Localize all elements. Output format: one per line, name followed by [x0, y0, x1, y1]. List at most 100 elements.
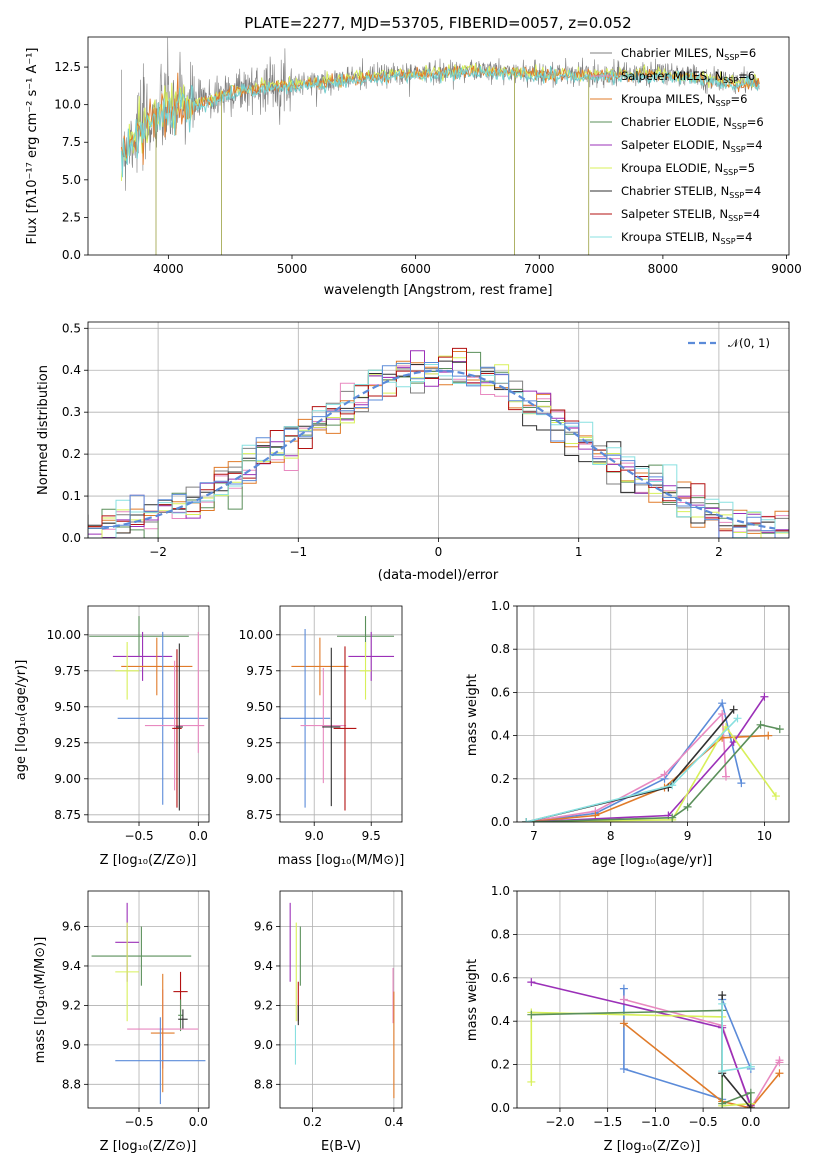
series-marker	[619, 1064, 628, 1073]
age_vs_Z-ytick-label: 9.50	[54, 700, 81, 714]
massweight_vs_Z-xtick-label: −2.0	[545, 1115, 574, 1129]
spectrum-xtick-label: 6000	[400, 262, 431, 276]
legend-entry: Chabrier MILES, NSSP=6	[621, 46, 756, 62]
age-mass-xlabel: mass [log₁₀(M/M⊙)]	[278, 853, 405, 868]
series-line	[721, 995, 752, 1108]
series-marker	[619, 1019, 628, 1028]
mw-age-xlabel: age [log₁₀(age/yr)]	[592, 853, 713, 868]
massweight_vs_Z-ytick-label: 1.0	[491, 884, 510, 898]
residuals-ytick-label: 0.3	[62, 405, 81, 419]
series-marker	[527, 1010, 536, 1019]
massweight_vs_Z-lines	[527, 978, 784, 1108]
series-marker	[668, 781, 677, 790]
spectrum-ylabel: Flux [fλ10⁻¹⁷ erg cm⁻² s⁻¹ A⁻¹]	[25, 48, 40, 245]
series-marker	[771, 792, 780, 801]
massweight_vs_age-ytick-label: 0.6	[491, 685, 510, 699]
residuals-xtick-label: 2	[715, 545, 723, 559]
residual-steps	[88, 347, 789, 538]
massweight_vs_Z-ytick-label: 0.2	[491, 1058, 510, 1072]
mw-z-xlabel: Z [log₁₀(Z/Z⊙)]	[604, 1139, 701, 1154]
massweight_vs_Z-axes	[513, 890, 789, 1112]
series-line	[526, 725, 777, 822]
massweight_vs_Z-ytick-label: 0.6	[491, 971, 510, 985]
legend-entry: Kroupa MILES, NSSP=6	[621, 92, 747, 108]
massweight_vs_age-ytick-label: 0.2	[491, 772, 510, 786]
massweight_vs_age-xtick-label: 9	[684, 829, 692, 843]
series-marker	[760, 692, 769, 701]
mass_vs_Z-ytick-label: 8.8	[62, 1077, 81, 1091]
mass_vs_ebv-ytick-label: 8.8	[254, 1077, 273, 1091]
age_vs_Z-ytick-label: 9.75	[54, 664, 81, 678]
age_vs_Z-frame	[87, 605, 210, 823]
series-marker	[764, 731, 773, 740]
spectrum-ytick-label: 12.5	[54, 60, 81, 74]
mass_vs_ebv-ytick-label: 9.0	[254, 1038, 273, 1052]
massweight_vs_Z-ytick-label: 0.0	[491, 1101, 510, 1115]
series-line	[526, 701, 743, 822]
series-marker	[756, 720, 765, 729]
legend-entry: Kroupa STELIB, NSSP=4	[621, 230, 752, 246]
mass_vs_ebv-ytick-label: 9.6	[254, 920, 273, 934]
age_vs_mass-axes	[276, 606, 402, 826]
age_vs_mass-ytick-label: 10.00	[239, 628, 273, 642]
mass_vs_ebv-ytick-label: 9.2	[254, 998, 273, 1012]
massweight_vs_age-xtick-label: 10	[757, 829, 772, 843]
massweight_vs_Z-frame	[516, 890, 790, 1109]
residuals-ytick-label: 0.0	[62, 531, 81, 545]
spectrum-xtick-label: 8000	[648, 262, 679, 276]
mass-ebv-xlabel: E(B-V)	[321, 1139, 361, 1154]
series-line	[526, 712, 727, 822]
series-marker	[668, 813, 677, 822]
mass_vs_ebv-xtick-label: 0.2	[303, 1115, 322, 1129]
spectrum-xtick-label: 4000	[153, 262, 184, 276]
mw-z-ylabel: mass weight	[465, 959, 480, 1041]
legend-entry: Kroupa ELODIE, NSSP=5	[621, 161, 755, 177]
massweight_vs_age-lines	[522, 692, 784, 822]
age_vs_mass-ytick-label: 9.75	[246, 664, 273, 678]
series-marker	[718, 1067, 727, 1076]
massweight_vs_age-ytick-label: 1.0	[491, 599, 510, 613]
series-line	[526, 723, 780, 822]
spectrum-frame	[87, 36, 790, 256]
mass-z-ylabel: mass [log₁₀(M/M⊙)]	[33, 937, 48, 1064]
age_vs_mass-xtick-label: 9.0	[305, 829, 324, 843]
series-marker	[718, 991, 727, 1000]
massweight_vs_Z-ytick-label: 0.4	[491, 1014, 510, 1028]
legend-entry: Salpeter MILES, NSSP=6	[621, 69, 755, 85]
age_vs_Z-points	[89, 616, 208, 811]
age_vs_mass-xtick-label: 9.5	[362, 829, 381, 843]
massweight_vs_Z-xtick-label: −1.5	[593, 1115, 622, 1129]
residuals-frame	[87, 321, 790, 539]
massweight_vs_Z-xtick-label: −1.0	[641, 1115, 670, 1129]
series-marker	[718, 710, 727, 718]
age_vs_Z-ytick-label: 9.00	[54, 772, 81, 786]
mass_vs_ebv-axes	[276, 891, 402, 1112]
massweight_vs_Z-xtick-label: −0.5	[689, 1115, 718, 1129]
mass_vs_Z-xtick-label: −0.5	[124, 1115, 153, 1129]
mass_vs_ebv-frame	[279, 890, 403, 1109]
residuals-ytick-label: 0.4	[62, 363, 81, 377]
normal-curve	[101, 369, 776, 530]
residuals-axes	[84, 322, 789, 542]
spectrum-ytick-label: 5.0	[62, 173, 81, 187]
residuals-xtick-label: 0	[435, 545, 443, 559]
mass_vs_Z-ytick-label: 9.0	[62, 1038, 81, 1052]
series-marker	[775, 1069, 784, 1078]
series-marker	[718, 1099, 727, 1108]
massweight_vs_age-frame	[516, 605, 790, 823]
residuals-ytick-label: 0.5	[62, 321, 81, 335]
spectrum-lines	[120, 37, 760, 255]
legend-entry: Salpeter STELIB, NSSP=4	[621, 207, 760, 223]
spectrum-ytick-label: 10.0	[54, 98, 81, 112]
mw-age-ylabel: mass weight	[465, 674, 480, 756]
age-z-ylabel: age [log₁₀(age/yr)]	[14, 660, 29, 781]
series-line	[623, 1022, 781, 1108]
residuals-ylabel: Normed distribution	[36, 365, 51, 495]
spectrum-model-line	[120, 65, 760, 178]
series-marker	[683, 802, 692, 811]
series-marker	[733, 714, 742, 723]
spectrum-axes	[84, 66, 787, 259]
series-marker	[718, 699, 727, 708]
residuals-xtick-label: −2	[149, 545, 167, 559]
mass_vs_Z-xtick-label: 0.0	[189, 1115, 208, 1129]
